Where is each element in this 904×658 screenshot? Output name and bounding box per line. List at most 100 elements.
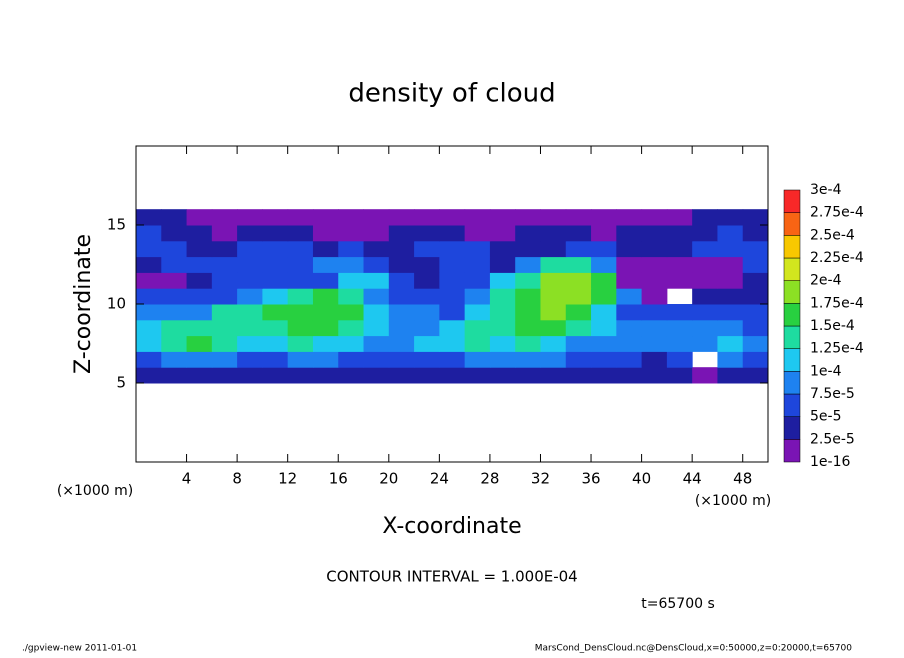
- cell: [237, 335, 263, 352]
- cell: [489, 304, 516, 321]
- cell: [641, 335, 668, 352]
- cell: [237, 225, 263, 242]
- y-unit: (×1000 m): [57, 483, 133, 499]
- cell: [136, 288, 162, 305]
- cell: [641, 272, 668, 289]
- cell: [591, 225, 617, 242]
- colorbar-label: 1.5e-4: [810, 318, 855, 334]
- cell: [161, 272, 188, 289]
- cell: [161, 335, 188, 352]
- cell: [287, 319, 314, 337]
- cell: [464, 288, 491, 305]
- cell: [742, 304, 769, 321]
- cell: [666, 272, 693, 289]
- cell: [439, 288, 466, 305]
- cell: [287, 209, 314, 226]
- cell: [312, 367, 339, 384]
- cell: [692, 240, 718, 258]
- cell: [515, 225, 541, 242]
- cell: [186, 256, 213, 273]
- cell: [186, 272, 213, 289]
- cell: [666, 351, 693, 368]
- cell: [717, 288, 744, 305]
- x-tick-label: 8: [232, 470, 242, 488]
- cell: [161, 367, 188, 384]
- cell: [616, 367, 643, 384]
- cell: [464, 367, 491, 384]
- cell: [338, 256, 365, 273]
- cell: [262, 288, 289, 305]
- cell: [591, 351, 617, 368]
- cell: [388, 319, 415, 337]
- cell: [692, 304, 718, 321]
- x-tick-label: 12: [278, 470, 297, 488]
- chart-title: density of cloud: [348, 79, 555, 109]
- cell: [312, 272, 339, 289]
- x-tick-label: 28: [480, 470, 499, 488]
- cell: [515, 272, 541, 289]
- colorbar-swatch: [783, 280, 801, 304]
- cell: [565, 288, 592, 305]
- x-unit: (×1000 m): [695, 493, 771, 509]
- cell: [338, 351, 365, 368]
- cell: [489, 209, 516, 226]
- cell: [464, 256, 491, 273]
- cell: [186, 209, 213, 226]
- cell: [742, 256, 769, 273]
- x-tick-label: 24: [430, 470, 449, 488]
- x-tick-label: 32: [531, 470, 550, 488]
- cell: [742, 335, 769, 352]
- colorbar-swatch: [783, 189, 801, 213]
- cell: [262, 351, 289, 368]
- cell: [363, 256, 390, 273]
- cell: [616, 319, 643, 337]
- cell: [312, 351, 339, 368]
- cell: [388, 209, 415, 226]
- cell: [515, 351, 541, 368]
- cell: [742, 209, 769, 226]
- cell: [717, 304, 744, 321]
- cell: [338, 240, 365, 258]
- cell: [591, 240, 617, 258]
- cell: [312, 319, 339, 337]
- cell: [414, 272, 440, 289]
- cell: [515, 256, 541, 273]
- cell: [136, 319, 162, 337]
- cell: [211, 319, 238, 337]
- cell: [666, 319, 693, 337]
- cell: [616, 288, 643, 305]
- y-tick-label: 5: [116, 374, 126, 392]
- cell: [565, 240, 592, 258]
- cell: [616, 225, 643, 242]
- cell: [414, 351, 440, 368]
- contour-note: CONTOUR INTERVAL = 1.000E-04: [326, 568, 577, 586]
- cell: [312, 240, 339, 258]
- colorbar-swatch: [783, 393, 801, 417]
- cell: [338, 272, 365, 289]
- cell: [641, 225, 668, 242]
- cell: [161, 351, 188, 368]
- cell: [186, 225, 213, 242]
- cell: [439, 335, 466, 352]
- cell: [338, 209, 365, 226]
- cell: [161, 240, 188, 258]
- cell: [591, 272, 617, 289]
- cell: [439, 209, 466, 226]
- cell: [262, 272, 289, 289]
- cell: [363, 272, 390, 289]
- cell: [742, 225, 769, 242]
- cell: [641, 209, 668, 226]
- cell: [414, 288, 440, 305]
- colorbar-swatch: [783, 439, 801, 463]
- cell: [363, 367, 390, 384]
- cell: [540, 240, 567, 258]
- cell: [136, 351, 162, 368]
- cell: [186, 288, 213, 305]
- colorbar-swatch: [783, 235, 801, 259]
- y-tick-label: 10: [107, 295, 126, 313]
- colorbar-label: 7.5e-5: [810, 386, 855, 402]
- cell: [237, 351, 263, 368]
- cell: [237, 288, 263, 305]
- cell: [692, 288, 718, 305]
- cell: [414, 225, 440, 242]
